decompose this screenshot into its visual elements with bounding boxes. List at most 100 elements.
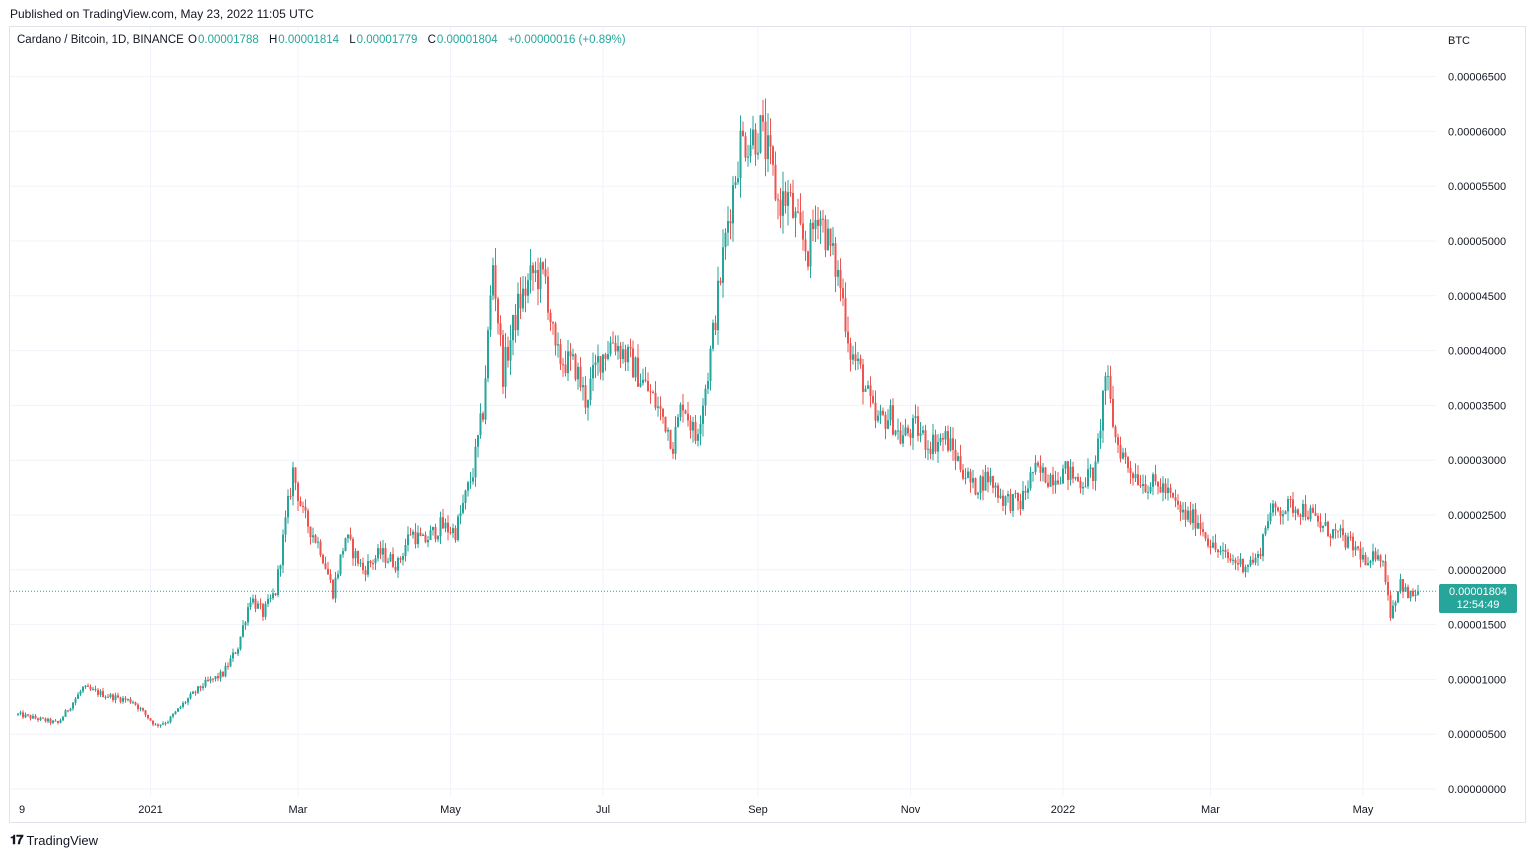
candle-body [442,517,444,529]
candle-body [149,718,152,721]
candle-body [1162,483,1164,493]
candle-body [262,604,264,617]
candle-body [817,219,819,226]
candle-body [1242,558,1244,573]
candle-body [84,685,87,688]
candle-body [122,698,124,702]
candle-body [1312,507,1314,513]
candle-body [587,399,589,408]
candle-body [577,366,579,380]
y-tick-label: 0.00003500 [1448,400,1506,412]
candle-body [1394,602,1397,606]
candle-body [1167,487,1169,494]
candle-body [789,192,792,194]
candle-body [1169,487,1172,493]
candle-body [314,535,317,543]
candle-body [274,593,277,596]
candle-body [272,593,274,599]
candle-body [1092,467,1094,482]
candle-body [1117,437,1119,446]
candle-body [917,416,919,436]
candle-body [1122,452,1124,459]
chart-frame[interactable] [9,26,1526,823]
candle-body [1007,494,1009,497]
candle-body [574,354,577,380]
candle-body [847,331,849,344]
candle-body [959,456,962,470]
candle-body [754,129,757,155]
candle-body [882,410,884,415]
candle-body [822,218,824,220]
candle-body [599,356,602,373]
candle-body [1317,515,1319,522]
candle-body [1202,528,1204,533]
candle-body [179,706,182,709]
candle-body [637,357,639,387]
candle-body [164,723,167,725]
symbol-title[interactable]: Cardano / Bitcoin, 1D, BINANCE [17,34,184,46]
candle-body [117,695,119,698]
candle-body [322,554,324,564]
candle-body [437,536,439,540]
candle-body [1249,559,1252,566]
candle-body [187,698,189,703]
x-tick-label: Mar [289,804,308,816]
symbol-legend[interactable]: Cardano / Bitcoin, 1D, BINANCE O0.000017… [17,34,633,46]
candle-body [884,414,887,429]
y-unit-label: BTC [1448,35,1470,47]
candle-body [484,378,487,420]
candle-body [1287,499,1289,512]
candle-body [57,721,59,723]
candle-body [302,505,304,507]
candle-body [112,694,114,701]
candle-body [552,322,554,324]
candle-body [22,712,24,718]
candle-body [1222,549,1224,551]
candle-body [1024,490,1027,493]
candle-body [739,130,742,179]
candle-body [1017,493,1019,502]
candle-body [87,685,89,687]
candle-body [1319,521,1322,529]
candle-body [1012,493,1014,511]
candle-body [34,715,37,719]
candle-body [402,556,404,560]
candle-body [174,711,177,715]
candle-body [794,211,797,218]
candle-body [279,565,282,570]
candle-body [644,379,647,381]
candle-body [134,702,137,705]
candle-body [1082,486,1084,489]
candle-body [1322,525,1324,529]
candle-body [997,485,999,498]
candle-body [752,129,754,146]
candle-body [1037,462,1039,466]
candle-body [1084,486,1087,488]
candle-body [1259,554,1262,557]
candle-body [1224,549,1227,552]
candle-body [812,222,814,230]
candle-body [662,408,664,417]
candle-body [1244,566,1247,573]
candle-body [292,467,294,497]
candle-body [1089,467,1092,470]
y-tick-label: 0.00005000 [1448,236,1506,248]
candle-body [702,405,704,424]
candle-body [1264,527,1267,535]
candle-body [1404,587,1407,592]
candle-body [642,379,644,384]
candle-body [837,269,839,277]
candle-body [1384,561,1387,583]
candle-body [844,298,847,332]
candle-body [762,115,764,122]
candle-body [679,404,682,418]
candle-body [497,298,499,324]
x-tick-label: Nov [901,804,921,816]
candle-body [212,678,214,680]
candle-body [604,354,607,359]
candle-body [1184,509,1187,520]
candle-body [987,471,989,483]
candle-body [1137,474,1139,485]
tradingview-brand[interactable]: 𝟏𝟕 TradingView [10,832,98,848]
